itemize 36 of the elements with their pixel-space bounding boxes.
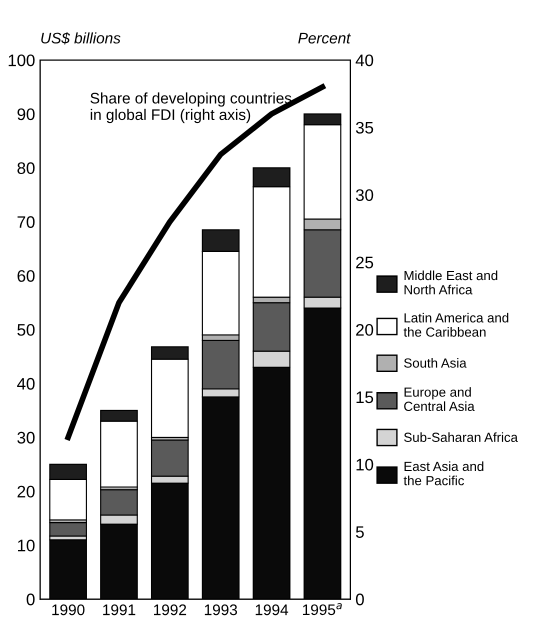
y-tick-label: 60 [18, 270, 35, 282]
y2-tick-label: 35 [356, 122, 374, 134]
y2-tick-label: 25 [356, 256, 374, 268]
annotation: Share of developing countries in global FDI (right axis) [90, 92, 292, 124]
y-tick-label: 90 [18, 108, 35, 120]
y-tick-label: 70 [18, 216, 35, 228]
legend-label: Sub-Saharan Africa [404, 432, 518, 442]
x-tick-label: 1994 [256, 604, 288, 616]
y-tick-label: 10 [18, 540, 35, 552]
legend-label: Europe and Central Asia [404, 387, 475, 412]
y-axis-title: US$ billions [41, 32, 120, 44]
legend-label: South Asia [404, 358, 467, 368]
y2-axis-title: Percent [298, 32, 351, 44]
x-tick-label: 1992 [154, 604, 186, 616]
x-tick-label: 1995$^{a}$ [302, 603, 342, 616]
y2-tick-label: 0 [356, 594, 364, 606]
bar [49, 522, 87, 537]
x-tick-label: 1991 [103, 604, 136, 616]
y2-tick-label: 5 [356, 526, 364, 538]
y2-tick-label: 40 [356, 54, 374, 66]
x-tick-label: 1993 [204, 604, 238, 616]
y-tick-label: 0 [26, 594, 35, 606]
legend-label: East Asia and the Pacific [404, 461, 484, 486]
y-tick-label: 100 [8, 54, 35, 66]
legend-label: Latin America and the Caribbean [404, 312, 508, 337]
y-tick-label: 50 [17, 324, 35, 336]
y-tick-label: 30 [17, 432, 35, 444]
y-tick-label: 20 [18, 486, 35, 498]
y-tick-label: 40 [17, 378, 35, 390]
legend-label: Middle East and North Africa [404, 270, 498, 294]
y-tick-label: 80 [17, 162, 35, 174]
y2-tick-label: 30 [356, 189, 374, 202]
y2-tick-label: 15 [356, 392, 374, 404]
y2-tick-label: 20 [356, 324, 374, 336]
y2-tick-label: 10 [356, 458, 374, 471]
x-tick-label: 1990 [52, 604, 84, 616]
